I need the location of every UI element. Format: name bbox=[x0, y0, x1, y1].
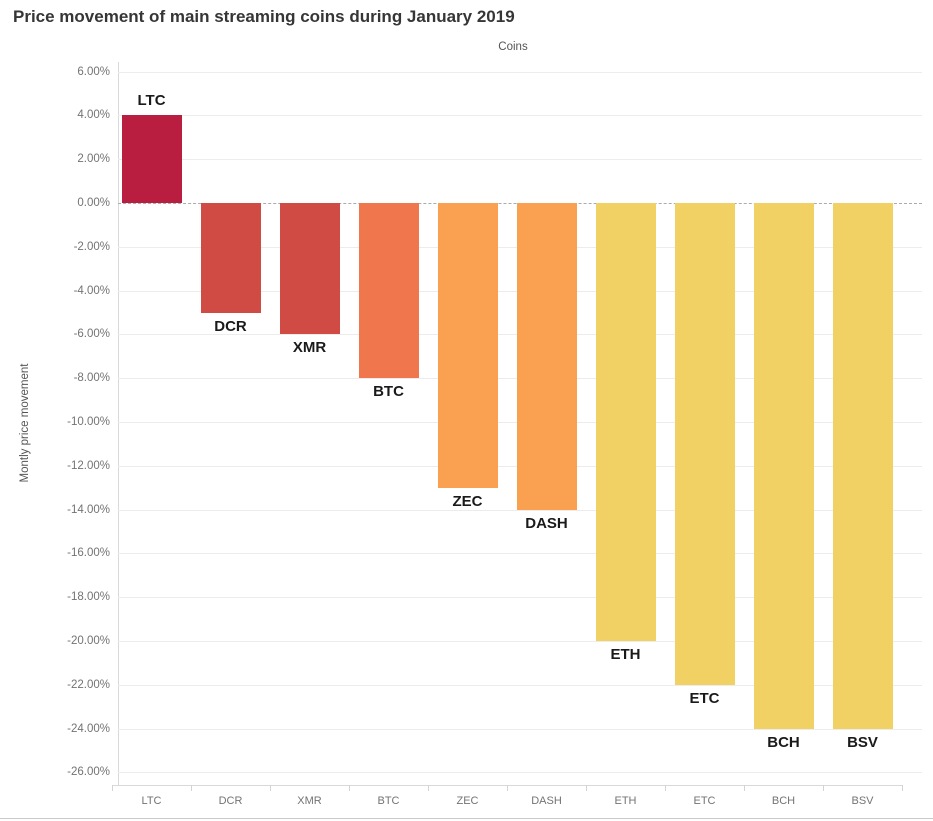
y-tick-label: -26.00% bbox=[67, 766, 110, 779]
gridline bbox=[118, 728, 922, 730]
bar-bsv[interactable] bbox=[832, 203, 893, 729]
gridline bbox=[118, 71, 922, 73]
y-tick-label: 4.00% bbox=[77, 109, 110, 122]
x-tick-mark bbox=[586, 785, 587, 791]
bar-zec[interactable] bbox=[437, 203, 498, 488]
bar-bch[interactable] bbox=[753, 203, 814, 729]
x-tick-mark bbox=[112, 785, 113, 791]
x-tick-label-etc: ETC bbox=[693, 795, 716, 807]
bar-label-zec: ZEC bbox=[452, 492, 483, 510]
x-axis-title: Coins bbox=[498, 41, 528, 53]
gridline bbox=[118, 509, 922, 511]
x-tick-label-bch: BCH bbox=[771, 795, 796, 807]
x-tick-label-zec: ZEC bbox=[456, 795, 479, 807]
gridline bbox=[118, 641, 922, 642]
bar-label-bsv: BSV bbox=[847, 733, 878, 751]
bar-label-xmr: XMR bbox=[292, 339, 327, 357]
x-tick-mark bbox=[902, 785, 903, 791]
x-tick-label-eth: ETH bbox=[614, 795, 637, 807]
y-tick-label: -8.00% bbox=[73, 372, 110, 385]
window-bottom-border bbox=[0, 818, 933, 819]
y-axis-tick-labels: 6.00% 4.00% 2.00% 0.00% -2.00% -4.00% -6.00% -8… bbox=[0, 62, 110, 785]
gridline bbox=[118, 159, 922, 161]
gridline bbox=[118, 772, 922, 774]
y-tick-label: -4.00% bbox=[73, 284, 110, 297]
bar-label-eth: ETH bbox=[610, 646, 641, 663]
y-tick-label: -2.00% bbox=[73, 240, 110, 253]
y-tick-label: -22.00% bbox=[67, 678, 110, 691]
x-tick-mark bbox=[428, 785, 429, 791]
bar-etc[interactable] bbox=[674, 203, 735, 685]
x-tick-label-ltc: LTC bbox=[141, 795, 162, 807]
bar-dash[interactable] bbox=[516, 203, 577, 510]
x-tick-mark bbox=[270, 785, 271, 791]
x-axis: LTC DCR XMR BTC ZEC DASH ETH ETC BCH BSV bbox=[112, 785, 922, 815]
bar-xmr[interactable] bbox=[279, 203, 340, 335]
x-tick-label-dcr: DCR bbox=[218, 795, 243, 807]
bar-label-ltc: LTC bbox=[137, 92, 166, 110]
y-tick-label: -6.00% bbox=[73, 328, 110, 341]
x-tick-label-xmr: XMR bbox=[297, 795, 322, 807]
bar-label-dcr: DCR bbox=[214, 317, 247, 335]
gridline bbox=[118, 115, 922, 117]
x-tick-mark bbox=[665, 785, 666, 791]
bar-label-bch: BCH bbox=[767, 733, 800, 751]
bar-label-btc: BTC bbox=[373, 383, 404, 401]
y-tick-label: 0.00% bbox=[77, 197, 110, 209]
y-tick-label: -18.00% bbox=[67, 591, 110, 604]
y-tick-label: -24.00% bbox=[67, 722, 110, 735]
y-tick-label: -12.00% bbox=[67, 459, 110, 472]
plot-area: LTC DCR XMR BTC ZEC DASH ETH ETC BCH BSV bbox=[118, 62, 922, 785]
x-tick-mark bbox=[744, 785, 745, 791]
gridline bbox=[118, 684, 922, 686]
y-tick-label: 2.00% bbox=[77, 153, 110, 166]
bar-btc[interactable] bbox=[358, 203, 419, 379]
y-tick-label: -14.00% bbox=[67, 503, 110, 516]
bar-label-etc: ETC bbox=[689, 689, 720, 707]
y-tick-label: -10.00% bbox=[67, 416, 110, 428]
bar-dcr[interactable] bbox=[200, 203, 261, 313]
x-tick-mark bbox=[507, 785, 508, 791]
x-tick-label-bsv: BSV bbox=[851, 795, 874, 807]
x-tick-mark bbox=[349, 785, 350, 791]
gridline bbox=[118, 553, 922, 555]
y-tick-label: -20.00% bbox=[67, 635, 110, 647]
x-tick-mark bbox=[823, 785, 824, 791]
x-tick-label-dash: DASH bbox=[531, 795, 562, 807]
chart-title: Price movement of main streaming coins d… bbox=[13, 7, 515, 26]
x-tick-label-btc: BTC bbox=[377, 795, 400, 807]
bar-label-dash: DASH bbox=[525, 514, 568, 532]
x-tick-mark bbox=[191, 785, 192, 791]
y-tick-label: -16.00% bbox=[67, 547, 110, 560]
gridline bbox=[118, 597, 922, 599]
y-axis-line bbox=[118, 62, 119, 785]
y-tick-label: 6.00% bbox=[77, 65, 110, 78]
bar-ltc[interactable] bbox=[121, 115, 182, 203]
bar-eth[interactable] bbox=[595, 203, 656, 641]
